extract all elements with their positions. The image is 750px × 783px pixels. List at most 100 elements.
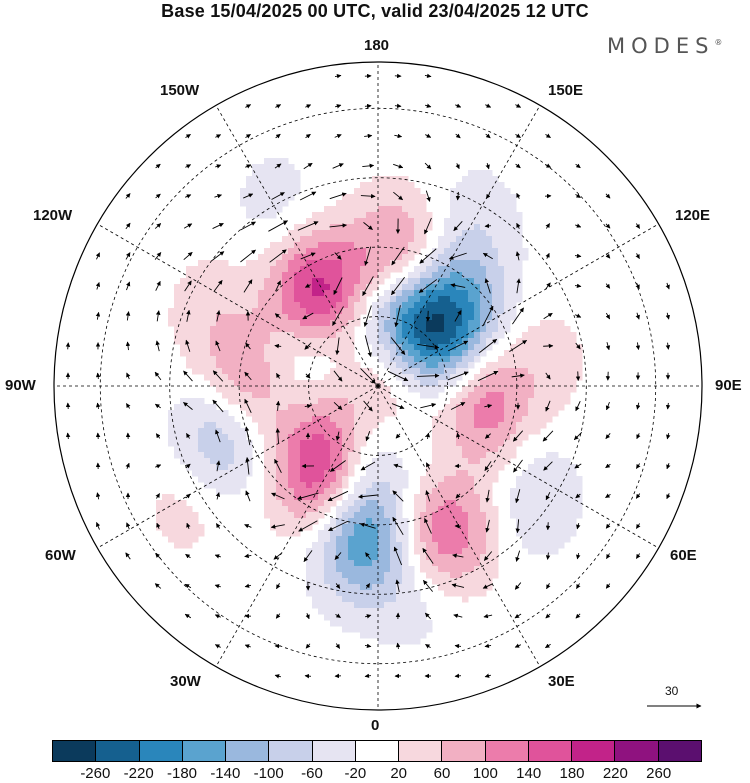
wind-vector xyxy=(545,372,551,380)
lon-label-60e: 60E xyxy=(670,547,697,564)
wind-vector xyxy=(391,246,405,266)
wind-vector xyxy=(274,674,282,679)
lon-label-0: 0 xyxy=(371,717,380,734)
colorbar-segment xyxy=(226,741,270,761)
modes-logo: MODES® xyxy=(607,34,723,58)
wind-vector xyxy=(155,340,160,352)
wind-vector xyxy=(240,221,256,231)
wind-vector xyxy=(605,253,611,259)
wind-vector xyxy=(243,279,253,293)
wind-vector xyxy=(635,463,641,469)
wind-vector xyxy=(186,433,191,439)
wind-vector xyxy=(245,134,251,139)
wind-vector xyxy=(126,281,131,291)
wind-vector xyxy=(185,463,191,469)
wind-vector xyxy=(243,193,254,199)
wind-vector xyxy=(455,432,461,440)
wind-vector xyxy=(394,305,401,328)
colorbar-segment xyxy=(442,741,486,761)
wind-vector xyxy=(514,643,522,648)
wind-vector xyxy=(297,221,319,231)
meridian-line xyxy=(97,223,379,387)
wind-vector xyxy=(509,339,528,353)
wind-vector xyxy=(269,249,287,263)
wind-vector xyxy=(363,305,372,327)
colorbar-segment xyxy=(96,741,140,761)
wind-vector xyxy=(364,103,372,109)
colorbar-segment xyxy=(658,741,701,761)
wind-vector xyxy=(274,313,282,319)
wind-vector xyxy=(155,464,162,469)
wind-vector xyxy=(420,402,437,409)
wind-vector xyxy=(268,220,288,232)
wind-vector xyxy=(95,372,101,380)
wind-vector xyxy=(515,489,521,504)
latitude-circle xyxy=(308,316,448,456)
wind-vector xyxy=(424,103,432,108)
wind-vector xyxy=(575,342,581,350)
wind-vector xyxy=(575,193,581,199)
wind-vector xyxy=(482,305,494,326)
wind-vector xyxy=(542,430,554,442)
colorbar-segment xyxy=(182,741,227,761)
wind-vector xyxy=(214,584,222,589)
wind-vector xyxy=(453,220,463,232)
wind-vector xyxy=(483,551,493,561)
wind-vector xyxy=(215,164,222,169)
wind-vector xyxy=(359,522,376,529)
wind-vector xyxy=(335,431,341,441)
colorbar-segment xyxy=(355,741,400,761)
wind-vector xyxy=(395,642,401,650)
wind-vector xyxy=(183,402,193,410)
wind-vector xyxy=(485,489,490,503)
wind-vector xyxy=(635,342,641,350)
wind-vector xyxy=(418,279,438,293)
wind-vector xyxy=(605,493,611,499)
wind-vector xyxy=(455,191,461,201)
wind-vector xyxy=(605,433,611,440)
wind-vector xyxy=(605,583,611,589)
wind-vector xyxy=(605,463,611,469)
wind-vector xyxy=(305,133,311,139)
wind-vector xyxy=(425,490,431,502)
wind-vector xyxy=(215,429,221,443)
wind-vector xyxy=(244,426,251,446)
wind-vector xyxy=(274,163,282,169)
wind-vector xyxy=(545,223,551,229)
wind-vector xyxy=(274,458,282,473)
latitude-circle xyxy=(169,177,587,595)
wind-vector xyxy=(155,310,161,322)
wind-vector xyxy=(215,340,221,352)
wind-vector xyxy=(425,133,432,138)
wind-vector xyxy=(304,673,312,679)
wind-vector xyxy=(543,312,553,320)
wind-vector xyxy=(125,462,130,469)
wind-vector xyxy=(545,252,550,259)
wind-vector xyxy=(244,398,252,413)
wind-vector xyxy=(425,462,431,470)
wind-vector xyxy=(545,552,551,560)
wind-vector xyxy=(216,310,221,322)
wind-vector xyxy=(212,370,224,382)
wind-vector xyxy=(329,460,346,472)
wind-vector xyxy=(275,104,282,109)
wind-vector xyxy=(515,133,521,138)
wind-vector xyxy=(454,673,462,679)
wind-vector xyxy=(545,643,551,649)
lon-label-120w: 120W xyxy=(33,207,73,224)
wind-vector xyxy=(364,614,372,619)
wind-vector xyxy=(419,248,437,264)
wind-vector xyxy=(215,523,221,529)
wind-vector xyxy=(482,583,494,589)
wind-vector xyxy=(365,431,371,442)
wind-vector xyxy=(484,403,493,409)
wind-vector xyxy=(416,373,440,378)
wind-vector xyxy=(450,402,466,410)
wind-vector xyxy=(334,552,342,560)
wind-vector xyxy=(244,553,252,559)
wind-vector xyxy=(335,337,340,356)
graticule xyxy=(54,62,702,710)
wind-vector xyxy=(305,373,311,379)
wind-vector xyxy=(156,522,161,529)
wind-vector xyxy=(365,583,371,589)
